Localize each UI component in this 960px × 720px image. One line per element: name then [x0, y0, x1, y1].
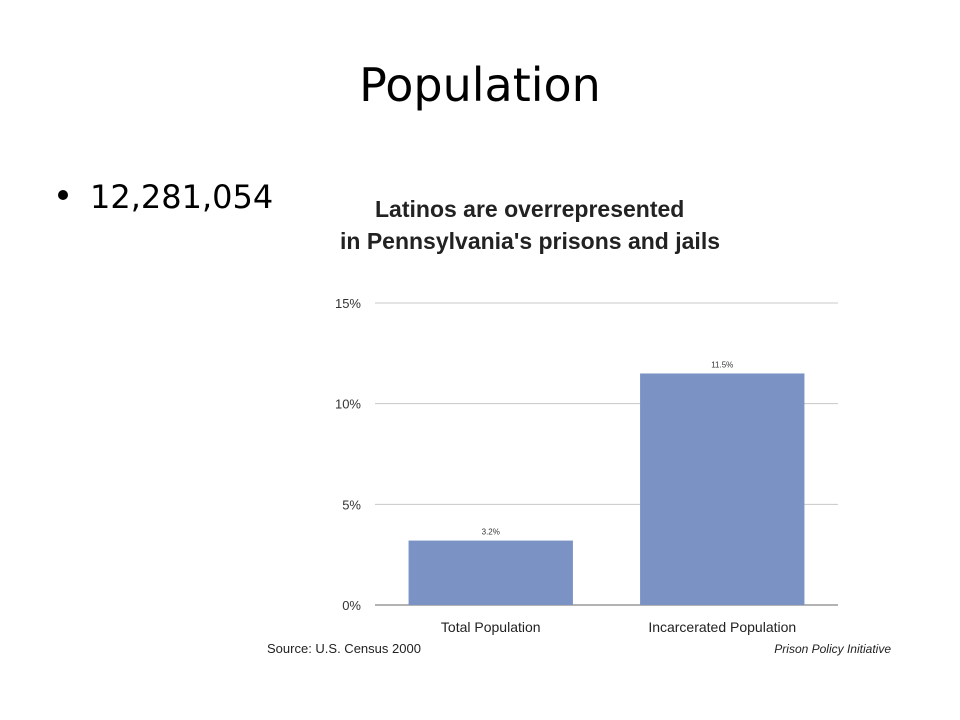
source-note: Source: U.S. Census 2000: [267, 641, 421, 656]
y-tick-label: 5%: [342, 497, 361, 512]
bar-layer: 3.2% Total Population 11.5% Incarcerated Po…: [408, 360, 805, 635]
y-tick-label: 10%: [335, 397, 361, 412]
bullet-text: 12,281,054: [90, 178, 274, 216]
bullet-dot-icon: [58, 190, 68, 200]
category-label: Total Population: [441, 619, 541, 635]
bar-chart: Latinos are overrepresented in Pennsylva…: [267, 196, 891, 656]
credit-note: Prison Policy Initiative: [774, 642, 891, 656]
bar-value-label: 3.2%: [482, 528, 500, 537]
chart-title-line-2: in Pennsylvania's prisons and jails: [340, 228, 720, 254]
y-tick-label: 15%: [335, 296, 361, 311]
bullet-item: 12,281,054: [58, 178, 273, 216]
bar-1: [640, 373, 805, 605]
y-tick-label: 0%: [342, 598, 361, 613]
slide-title: Population: [359, 58, 601, 112]
bar-0: [408, 540, 573, 605]
chart-title-line-1: Latinos are overrepresented: [375, 196, 684, 222]
bar-value-label: 11.5%: [711, 360, 733, 369]
category-label: Incarcerated Population: [648, 619, 796, 635]
